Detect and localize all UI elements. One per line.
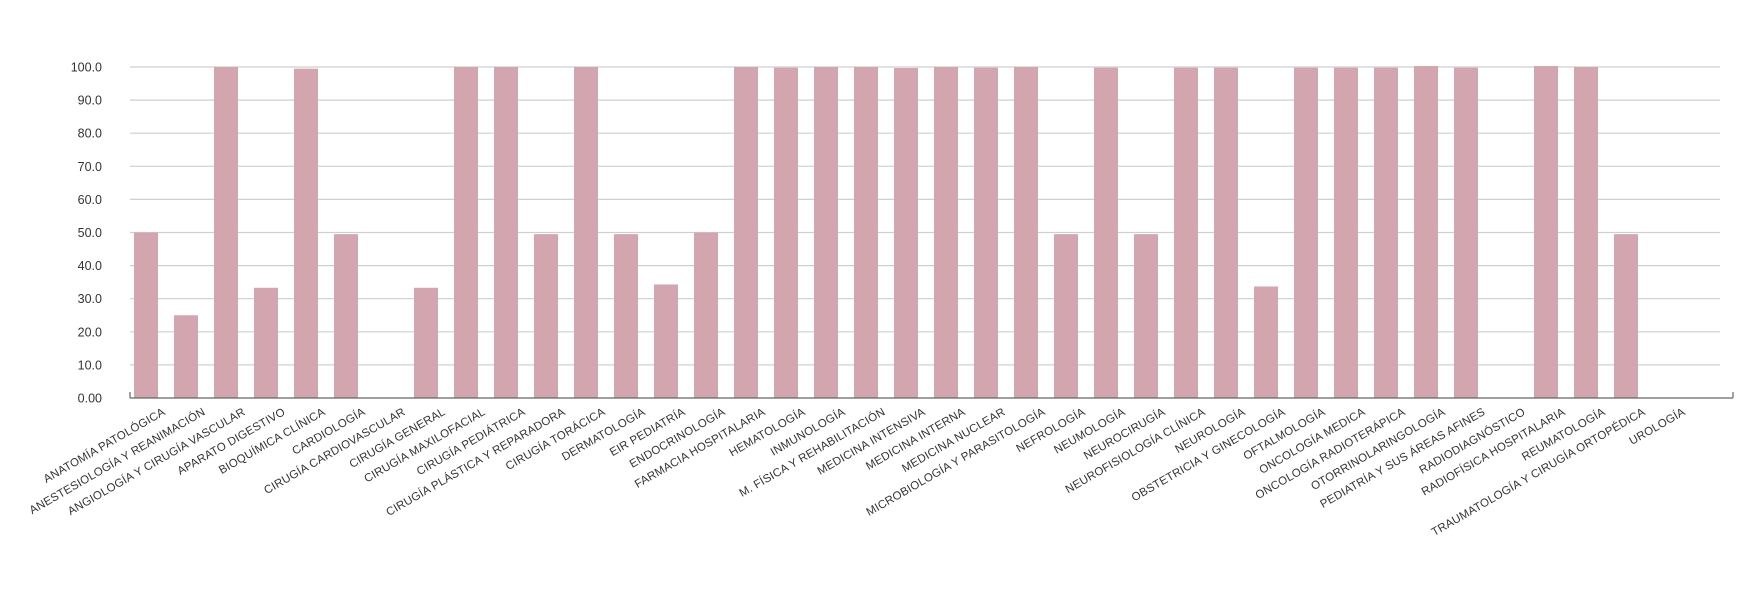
bar — [334, 234, 358, 398]
bar — [1294, 67, 1318, 399]
bar — [1014, 67, 1038, 398]
y-tick-label: 100.0 — [71, 61, 102, 75]
bar — [1334, 67, 1358, 399]
bar — [414, 287, 438, 398]
x-axis — [129, 392, 1734, 399]
bar — [254, 287, 278, 398]
y-tick-label: 20.0 — [78, 325, 102, 339]
bar — [1174, 67, 1198, 399]
x-tick-label: NEFROLOGÍA — [1014, 405, 1088, 455]
y-tick-label: 40.0 — [78, 259, 102, 273]
bar — [694, 232, 718, 398]
bar — [1054, 234, 1078, 398]
bar — [134, 232, 158, 398]
bars — [134, 66, 1638, 399]
bar — [734, 67, 758, 398]
bar — [934, 67, 958, 398]
bar — [774, 67, 798, 399]
y-tick-label: 0.00 — [78, 392, 102, 406]
bar — [654, 284, 678, 398]
bar — [574, 67, 598, 398]
gridlines — [130, 66, 1720, 366]
bar — [1134, 234, 1158, 398]
bar — [1454, 67, 1478, 399]
bar — [494, 67, 518, 398]
y-tick-label: 80.0 — [78, 127, 102, 141]
bar — [1534, 66, 1558, 398]
y-tick-label: 30.0 — [78, 292, 102, 306]
y-tick-label: 10.0 — [78, 358, 102, 372]
bar — [614, 234, 638, 398]
bar — [534, 234, 558, 398]
y-tick-label: 50.0 — [78, 226, 102, 240]
bar — [1414, 66, 1438, 398]
bar — [1614, 234, 1638, 398]
bar — [174, 315, 198, 398]
bar — [214, 67, 238, 398]
bar — [1094, 67, 1118, 399]
y-tick-label: 60.0 — [78, 193, 102, 207]
y-tick-label: 90.0 — [78, 94, 102, 108]
bar — [854, 67, 878, 398]
bar — [894, 67, 918, 399]
bar — [294, 68, 318, 398]
bar — [1214, 67, 1238, 399]
bar — [1574, 67, 1598, 398]
bar — [974, 67, 998, 399]
x-tick-label: ANESTESIOLOGÍA Y REANIMACIÓN — [27, 405, 207, 517]
bar — [814, 67, 838, 398]
bar — [454, 67, 478, 398]
y-tick-label: 70.0 — [78, 160, 102, 174]
bar — [1254, 286, 1278, 398]
y-axis-tick-labels: 0.00 10.0 20.0 30.0 40.0 50.0 60.0 70.0 80.0 90.0… — [71, 61, 102, 406]
bar — [1374, 67, 1398, 399]
